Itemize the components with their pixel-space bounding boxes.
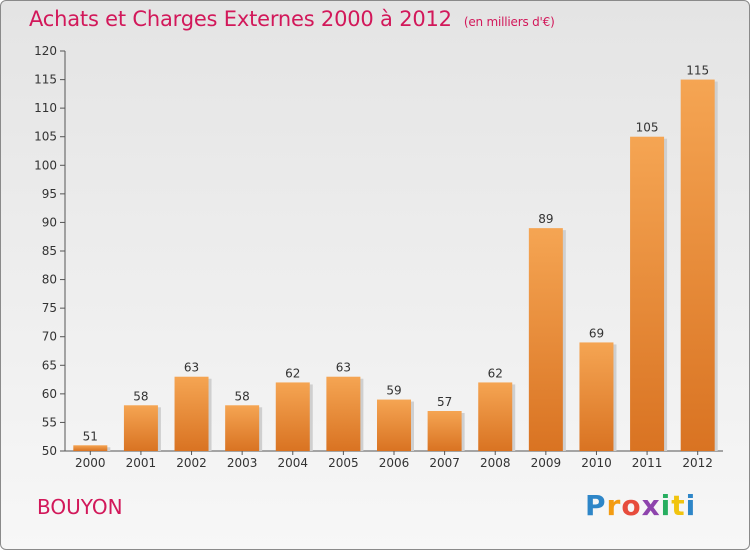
y-tick-label: 105 [34,130,57,144]
data-label: 58 [235,389,250,403]
bar [528,228,563,451]
y-tick-label: 100 [34,158,57,172]
y-tick-label: 70 [42,330,57,344]
bar [225,405,260,451]
bar [275,382,310,451]
y-tick-label: 85 [42,244,57,258]
data-label: 69 [589,326,604,340]
commune-name: BOUYON [37,495,123,519]
data-label: 57 [437,395,452,409]
logo-letter: P [585,489,607,522]
data-label: 89 [538,212,553,226]
bar [630,136,665,451]
x-tick-label: 2000 [75,456,106,470]
bar [377,399,411,451]
bar [123,405,158,451]
y-tick-label: 115 [34,73,57,87]
data-label: 51 [83,429,98,443]
x-tick-label: 2007 [429,456,460,470]
bar [478,382,513,451]
y-tick-label: 110 [34,101,57,115]
bar [174,376,209,451]
x-tick-label: 2004 [277,456,308,470]
x-tick-label: 2002 [176,456,207,470]
y-tick-label: 120 [34,44,57,58]
x-tick-label: 2010 [581,456,612,470]
bar [680,79,715,452]
bar [326,376,361,451]
data-label: 115 [686,64,709,78]
bar [427,411,462,451]
x-tick-label: 2009 [531,456,562,470]
logo-letter: r [606,489,622,522]
data-label: 58 [133,389,148,403]
x-tick-label: 2012 [682,456,713,470]
proxiti-logo[interactable]: Proxiti [585,489,696,522]
logo-letter: t [671,489,686,522]
y-tick-label: 60 [42,387,57,401]
x-tick-label: 2005 [328,456,359,470]
data-label: 63 [184,361,199,375]
logo-letter: o [621,489,642,522]
y-tick-label: 75 [42,301,57,315]
x-tick-label: 2006 [379,456,410,470]
logo-letter: x [641,489,661,522]
x-tick-label: 2011 [632,456,663,470]
logo-letter: i [685,489,697,522]
data-label: 59 [386,384,401,398]
data-label: 63 [336,361,351,375]
y-tick-label: 55 [42,415,57,429]
y-tick-label: 50 [42,444,57,458]
x-tick-label: 2003 [227,456,258,470]
data-label: 62 [285,366,300,380]
data-label: 105 [636,121,659,135]
y-tick-label: 90 [42,215,57,229]
y-tick-label: 80 [42,273,57,287]
x-tick-label: 2001 [126,456,157,470]
y-tick-label: 65 [42,358,57,372]
bar [73,445,108,451]
chart-title-text: Achats et Charges Externes 2000 à 2012 [29,7,452,31]
bar [579,342,614,451]
x-tick-label: 2008 [480,456,511,470]
logo-letter: i [660,489,672,522]
chart-subtitle: (en milliers d'€) [463,15,555,29]
y-tick-label: 95 [42,187,57,201]
chart-title: Achats et Charges Externes 2000 à 2012 (e… [29,7,555,31]
data-label: 62 [488,366,503,380]
